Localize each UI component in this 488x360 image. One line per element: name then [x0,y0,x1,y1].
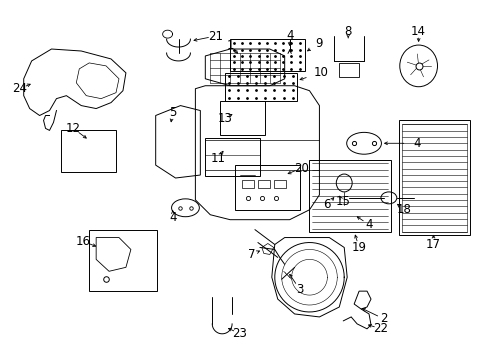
Text: 3: 3 [295,283,303,296]
Text: 17: 17 [425,238,440,251]
Bar [309,160,390,231]
Bar [273,180,285,188]
Text: 18: 18 [395,203,410,216]
Text: 4: 4 [412,137,420,150]
Text: 7: 7 [248,248,255,261]
Text: 2: 2 [379,312,387,325]
Text: 4: 4 [365,218,372,231]
Text: 5: 5 [168,106,176,119]
Text: 16: 16 [76,235,91,248]
Bar [242,180,253,188]
Bar [89,230,156,291]
Text: 22: 22 [373,322,387,336]
Text: 10: 10 [313,66,328,79]
Text: 13: 13 [217,112,232,125]
Bar [61,130,116,172]
Text: 12: 12 [66,122,81,135]
Bar [401,125,467,231]
Bar [235,165,299,210]
Bar [339,63,358,77]
Text: 8: 8 [344,24,351,38]
Text: 24: 24 [12,82,27,95]
Text: 20: 20 [293,162,308,175]
Text: 23: 23 [232,327,247,340]
Text: 14: 14 [410,24,425,38]
Bar [398,121,469,235]
Text: 4: 4 [285,29,293,42]
Text: 1: 1 [226,39,233,51]
Bar [224,73,296,100]
Text: 21: 21 [207,30,222,42]
Bar [205,138,259,176]
Text: 19: 19 [351,241,366,254]
Text: 6: 6 [323,198,330,211]
Text: 4: 4 [169,211,177,224]
Text: 9: 9 [315,37,323,50]
Bar [257,180,269,188]
Bar [230,39,304,71]
Bar [220,100,264,135]
Text: 11: 11 [210,152,225,165]
Text: 15: 15 [335,195,350,208]
